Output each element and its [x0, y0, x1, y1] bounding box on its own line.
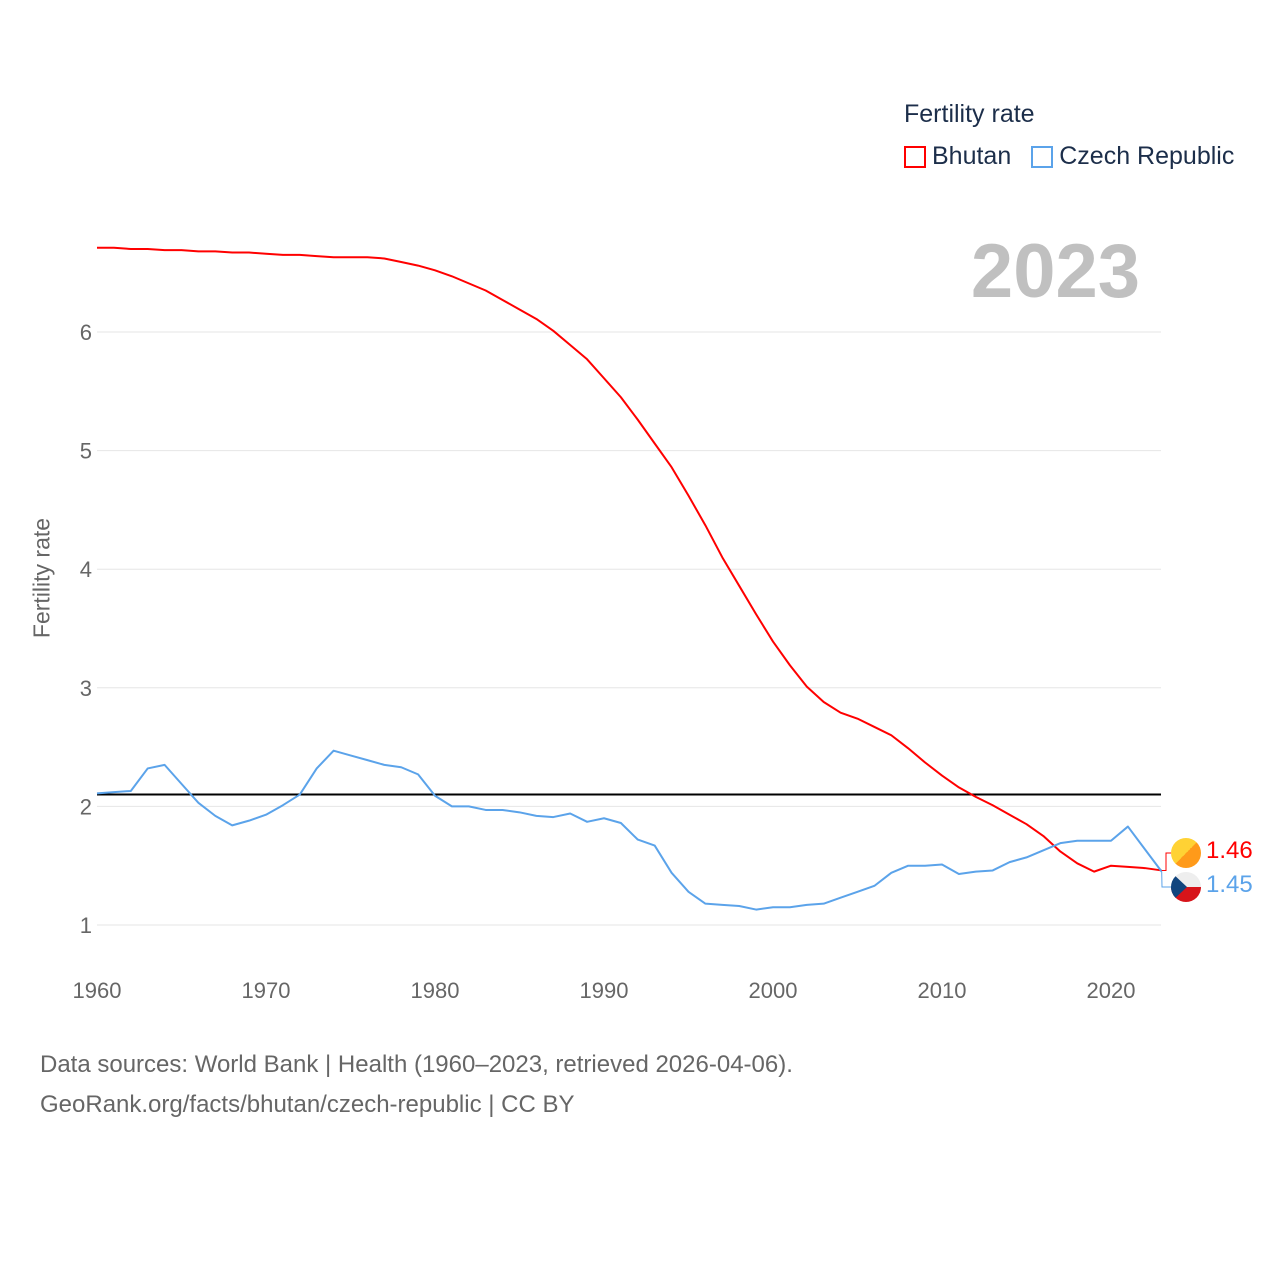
x-tick-label: 1990 — [580, 978, 629, 1003]
x-tick-label: 1960 — [73, 978, 122, 1003]
source-link[interactable]: GeoRank.org/facts/bhutan/czech-republic … — [40, 1091, 575, 1118]
legend-title: Fertility rate — [904, 100, 1035, 128]
current-year-label: 2023 — [970, 229, 1140, 314]
x-tick-label: 1980 — [411, 978, 460, 1003]
legend: Bhutan Czech Republic — [904, 142, 1234, 171]
legend-swatch-czech — [1031, 145, 1054, 168]
y-tick-label: 4 — [80, 557, 92, 582]
end-label-czech-republic: 1.45 — [1206, 871, 1253, 898]
legend-item-czech-republic[interactable]: Czech Republic — [1031, 142, 1234, 171]
x-tick-label: 1970 — [242, 978, 291, 1003]
y-tick-label: 2 — [80, 794, 92, 819]
data-source-footer: Data sources: World Bank | Health (1960–… — [40, 1045, 793, 1125]
y-tick-label: 1 — [80, 913, 92, 938]
y-tick-label: 3 — [80, 676, 92, 701]
end-label-bhutan: 1.46 — [1206, 837, 1253, 864]
x-tick-label: 2020 — [1087, 978, 1136, 1003]
legend-label: Czech Republic — [1059, 142, 1235, 170]
legend-label: Bhutan — [932, 142, 1012, 170]
bhutan-flag-icon — [1171, 838, 1201, 868]
y-tick-label: 5 — [80, 439, 92, 464]
leader-line-czech — [1161, 871, 1171, 888]
series-line-czech-republic — [96, 749, 1163, 911]
y-axis-label: Fertility rate — [28, 517, 55, 639]
legend-swatch-bhutan — [904, 145, 926, 168]
x-tick-label: 2010 — [918, 978, 967, 1003]
leader-line-bhutan — [1161, 852, 1171, 871]
czech-flag-icon — [1171, 872, 1201, 902]
y-tick-label: 6 — [80, 320, 92, 345]
source-line: Data sources: World Bank | Health (1960–… — [40, 1051, 793, 1078]
legend-item-bhutan[interactable]: Bhutan — [904, 142, 1011, 171]
x-tick-label: 2000 — [749, 978, 798, 1003]
series-line-bhutan — [97, 246, 1162, 873]
